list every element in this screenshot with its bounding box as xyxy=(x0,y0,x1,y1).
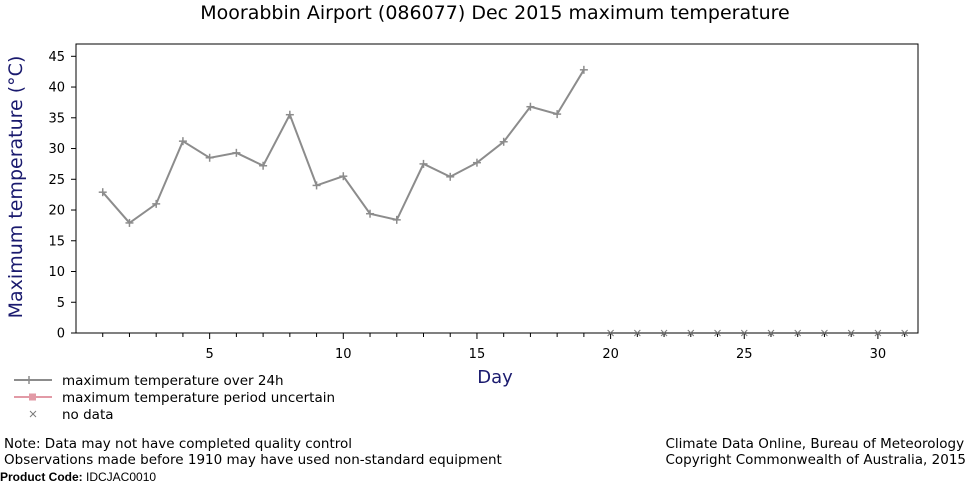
product-code-value: IDCJAC0010 xyxy=(86,470,157,484)
legend-label: maximum temperature period uncertain xyxy=(62,390,335,406)
data-point xyxy=(499,137,508,146)
no-data-point xyxy=(874,329,882,337)
note-line-1: Note: Data may not have completed qualit… xyxy=(4,436,353,452)
data-point xyxy=(205,153,214,162)
data-point xyxy=(446,172,455,181)
data-point xyxy=(392,215,401,224)
data-point xyxy=(312,181,321,190)
x-tick-label: 25 xyxy=(736,347,753,362)
data-point xyxy=(579,65,588,74)
data-point xyxy=(285,110,294,119)
no-data-mark-b xyxy=(874,329,882,337)
data-point xyxy=(259,161,268,170)
no-data-point xyxy=(607,329,614,337)
credit-line-2: Copyright Commonwealth of Australia, 201… xyxy=(665,452,966,468)
data-point xyxy=(526,102,535,111)
x-tick-label: 20 xyxy=(602,347,619,362)
temperature-chart: Moorabbin Airport (086077) Dec 2015 maxi… xyxy=(5,2,919,423)
data-point xyxy=(472,158,481,167)
no-data-point xyxy=(767,329,775,337)
y-tick-label: 20 xyxy=(48,204,65,219)
no-data-point xyxy=(847,329,855,337)
no-data-point xyxy=(633,329,641,337)
no-data-point xyxy=(740,329,748,337)
no-data-point xyxy=(901,329,908,337)
no-data-mark-b xyxy=(794,329,802,337)
chart-title: Moorabbin Airport (086077) Dec 2015 maxi… xyxy=(200,2,789,24)
x-tick-label: 10 xyxy=(335,347,352,362)
y-tick-label: 30 xyxy=(48,142,65,157)
no-data-mark-b xyxy=(767,329,775,337)
y-tick-label: 10 xyxy=(48,265,65,280)
y-axis-ticks: 0 5 10 15 20 25 30 35 40 45 xyxy=(48,50,76,342)
x-axis-label: Day xyxy=(477,367,513,388)
no-data-point xyxy=(821,329,828,337)
data-point xyxy=(98,188,107,197)
no-data-mark-b xyxy=(687,329,695,337)
no-data-mark-b xyxy=(607,329,614,337)
y-tick-label: 45 xyxy=(48,50,65,65)
x-tick-label: 30 xyxy=(870,347,887,362)
no-data-point xyxy=(714,329,721,337)
data-point xyxy=(152,199,161,208)
no-data-point xyxy=(660,329,668,337)
y-tick-label: 25 xyxy=(48,173,65,188)
series-line-max-temp xyxy=(101,69,585,225)
no-data-point xyxy=(794,329,802,337)
y-tick-label: 5 xyxy=(57,296,65,311)
no-data-mark-b xyxy=(821,329,828,337)
x-axis-ticks: 5 10 15 20 25 30 xyxy=(102,333,906,362)
y-tick-label: 0 xyxy=(57,327,65,342)
credit-line-1: Climate Data Online, Bureau of Meteorolo… xyxy=(665,436,965,452)
data-point xyxy=(125,218,134,227)
x-tick-label: 5 xyxy=(206,347,214,362)
legend-label: no data xyxy=(62,407,114,423)
no-data-point xyxy=(687,329,695,337)
legend-label: maximum temperature over 24h xyxy=(62,373,284,389)
legend-swatch-x xyxy=(29,410,37,418)
credit-block: Climate Data Online, Bureau of Meteorolo… xyxy=(665,436,966,468)
y-tick-label: 40 xyxy=(48,81,65,96)
product-code: Product Code: IDCJAC0010 xyxy=(0,470,156,484)
no-data-mark-b xyxy=(847,329,855,337)
product-code-label: Product Code: xyxy=(0,470,83,484)
no-data-mark-b xyxy=(714,329,721,337)
no-data-mark-b xyxy=(660,329,668,337)
data-point xyxy=(178,137,187,146)
no-data-mark-b xyxy=(740,329,748,337)
data-point xyxy=(339,172,348,181)
no-data-mark-b xyxy=(901,329,908,337)
y-tick-label: 35 xyxy=(48,111,65,126)
y-tick-label: 15 xyxy=(48,234,65,249)
quality-note: Note: Data may not have completed qualit… xyxy=(4,436,502,468)
no-data-mark-b xyxy=(633,329,641,337)
x-tick-label: 15 xyxy=(469,347,486,362)
plot-area-frame xyxy=(75,43,919,334)
y-axis-label: Maximum temperature (°C) xyxy=(5,56,27,319)
note-line-2: Observations made before 1910 may have u… xyxy=(4,452,502,468)
legend-swatch-marker xyxy=(29,393,36,401)
data-point xyxy=(419,159,428,168)
series-layer xyxy=(98,65,908,337)
data-point xyxy=(366,209,375,218)
data-point xyxy=(553,110,562,119)
data-point xyxy=(232,148,241,157)
